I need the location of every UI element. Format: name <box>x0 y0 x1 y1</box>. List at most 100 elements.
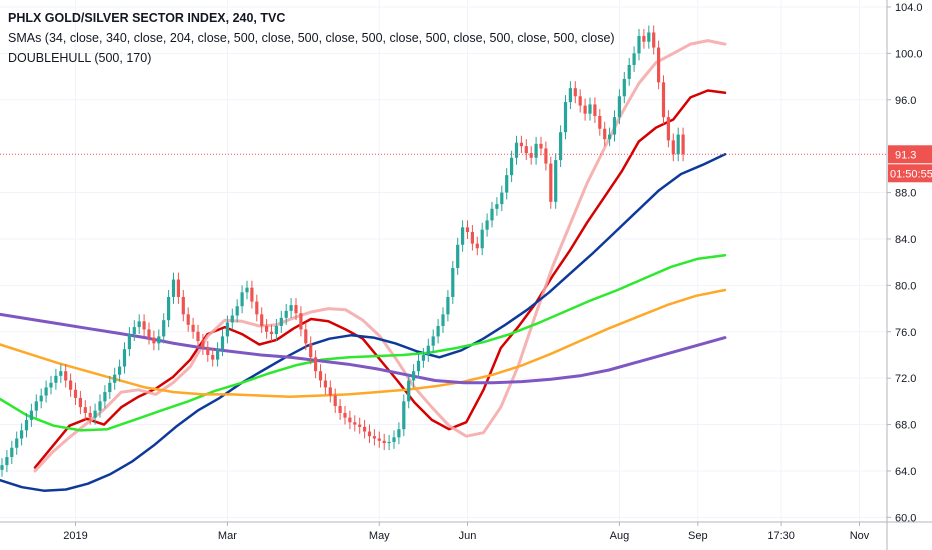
candle-body <box>583 105 587 114</box>
candle-body <box>304 329 308 344</box>
candle-body <box>181 296 185 315</box>
candle-body <box>549 163 553 202</box>
candle-body <box>588 104 592 114</box>
series-line-2 <box>33 39 727 473</box>
candle-body <box>240 292 244 307</box>
candle-body <box>83 407 87 413</box>
candle-body <box>98 401 102 411</box>
candle-body <box>44 387 48 396</box>
candle-body <box>661 82 666 118</box>
candle-body <box>500 192 504 205</box>
candle-body <box>397 429 401 438</box>
candle-body <box>363 426 367 432</box>
candle-body <box>534 143 538 158</box>
candle-body <box>225 322 229 337</box>
candle-body <box>358 424 362 427</box>
candle-body <box>627 64 631 79</box>
candle-body <box>407 380 411 402</box>
candle-body <box>490 208 494 221</box>
countdown-badge-bg <box>888 164 932 183</box>
candle-body <box>255 301 259 315</box>
candle-body <box>265 325 269 332</box>
candle-body <box>392 437 396 442</box>
candle-body <box>657 47 661 83</box>
candle-body <box>59 371 63 376</box>
price-tick-label: 100.0 <box>895 48 923 60</box>
candle-body <box>470 232 474 244</box>
candle-body <box>539 143 543 149</box>
candle-body <box>338 406 342 413</box>
candle-body <box>436 325 440 337</box>
candle-body <box>328 387 332 396</box>
candle-body <box>568 88 572 103</box>
candle-body <box>260 314 264 326</box>
time-tick-label: May <box>369 530 390 542</box>
candle-body <box>559 132 563 161</box>
candle-body <box>348 417 352 423</box>
candle-body <box>519 142 523 147</box>
price-tick-label: 84.0 <box>895 234 916 246</box>
candle-body <box>10 447 14 458</box>
candle-body <box>456 244 460 268</box>
candle-body <box>196 331 200 342</box>
candle-body <box>230 315 234 323</box>
candle-body <box>510 157 514 176</box>
series-line-1 <box>33 89 727 469</box>
series-line-6 <box>0 312 727 385</box>
candle-body <box>676 134 680 155</box>
series-line-3 <box>0 153 727 492</box>
candle-body <box>24 419 29 431</box>
candle-body <box>323 380 327 388</box>
candle-body <box>642 35 646 42</box>
candle-body <box>612 117 617 135</box>
time-tick-label: Nov <box>850 530 870 542</box>
candle-body <box>343 412 347 418</box>
candle-body <box>318 371 323 381</box>
candle-body <box>69 380 73 390</box>
series-line-5 <box>0 288 727 398</box>
candle-body <box>514 142 519 158</box>
candle-body <box>573 88 577 97</box>
candle-body <box>34 401 38 411</box>
grid <box>0 0 887 522</box>
candle-body <box>603 128 607 140</box>
candle-body <box>416 360 421 372</box>
candle-body <box>529 153 533 158</box>
candle-body <box>505 175 509 193</box>
candle-body <box>176 279 180 297</box>
time-axis[interactable]: 2019 Mar May Jun Aug Sep 17:30 Nov <box>0 521 932 542</box>
time-tick-label: Sep <box>688 530 708 542</box>
candle-body <box>15 438 19 448</box>
candle-body <box>216 349 220 360</box>
candle-body <box>250 287 254 302</box>
price-axis[interactable]: 104.0 100.0 96.0 88.0 84.0 80.0 76.0 72.0 68.0 64… <box>886 0 923 550</box>
candle-body <box>412 371 416 381</box>
candle-body <box>122 349 127 367</box>
candle-body <box>441 314 445 326</box>
candle-body <box>372 436 376 439</box>
candle-body <box>191 324 195 332</box>
price-tick-label: 76.0 <box>895 327 916 339</box>
candle-body <box>431 336 435 346</box>
candle-body <box>377 438 381 441</box>
candle-body <box>451 267 455 297</box>
candle-body <box>495 204 499 209</box>
candle-body <box>127 334 131 350</box>
candle-body <box>162 320 166 337</box>
candle-body <box>289 305 293 311</box>
candle-body <box>49 382 53 388</box>
candle-body <box>367 431 372 437</box>
price-tick-label: 104.0 <box>895 2 923 14</box>
candle-body <box>617 96 621 118</box>
candle-body <box>461 227 465 245</box>
candle-body <box>578 96 582 106</box>
candle-body <box>279 317 283 326</box>
candle-body <box>480 229 484 249</box>
candle-body <box>544 148 548 164</box>
time-tick-label: Mar <box>218 530 237 542</box>
candle-body <box>563 102 568 133</box>
current-price-badge: 91.3 01:50:55 <box>888 145 932 183</box>
candle-body <box>475 243 479 249</box>
candle-body <box>103 392 107 402</box>
